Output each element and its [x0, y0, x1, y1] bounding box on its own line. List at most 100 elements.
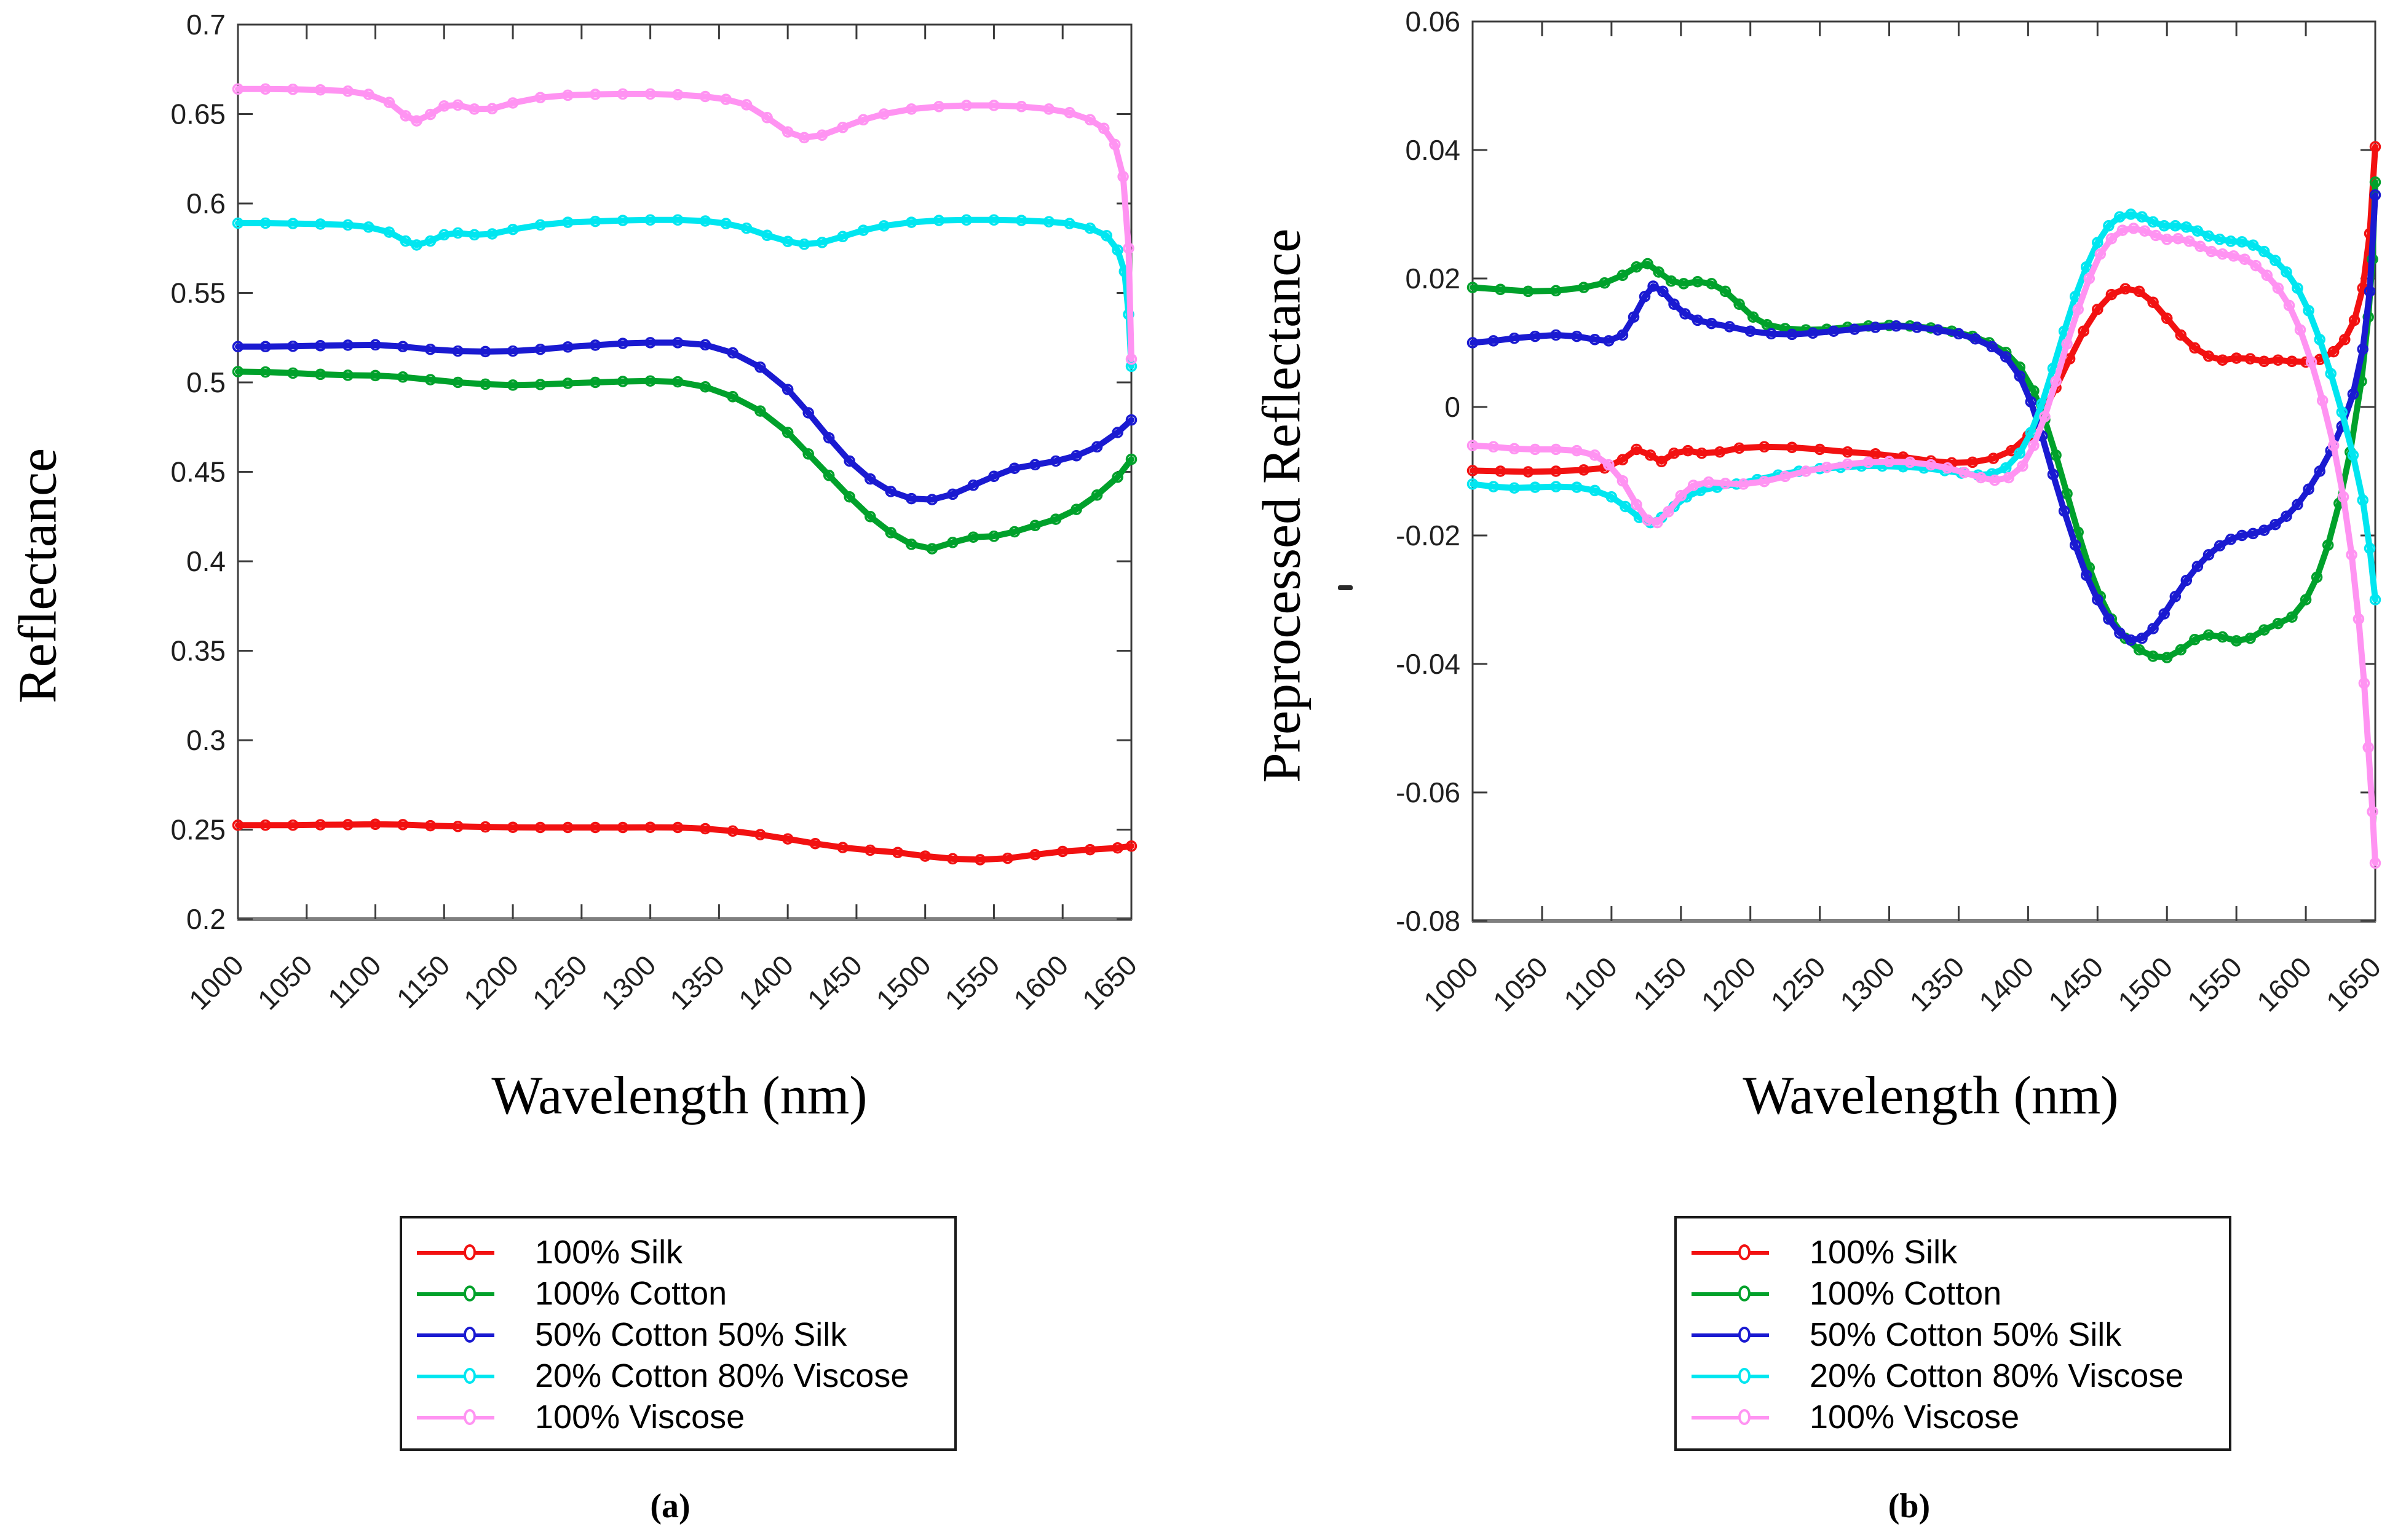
- panel-caption-b: (b): [1888, 1487, 1931, 1525]
- x-tick-label-b: 1050: [1487, 950, 1554, 1017]
- legend-label: 100% Silk: [1810, 1234, 1958, 1271]
- legend-item-100-silk: 100% Silk: [1689, 1234, 2217, 1271]
- y-tick-label-a: 0.6: [186, 188, 226, 219]
- x-tick-label-a: 1500: [870, 949, 937, 1016]
- x-tick-label-a: 1250: [526, 949, 593, 1016]
- silk-line-marker-icon: [414, 1234, 535, 1270]
- x-tick-label-b: 1100: [1557, 950, 1623, 1016]
- x-axis-label-wavelength-b: Wavelength (nm): [1743, 1066, 2119, 1126]
- cotton-line-marker-icon: [1689, 1276, 1810, 1311]
- legend-label: 50% Cotton 50% Silk: [1810, 1316, 2122, 1353]
- legend-label: 20% Cotton 80% Viscose: [535, 1357, 909, 1394]
- x-tick-label-a: 1050: [251, 949, 319, 1016]
- series-100-silk: [232, 818, 1138, 866]
- x-tick-label-a: 1200: [457, 949, 524, 1016]
- series-20-cotton-80-viscose: [1466, 208, 2381, 606]
- legend-label: 20% Cotton 80% Viscose: [1810, 1357, 2184, 1394]
- series-50-cotton-50-silk: [1466, 189, 2381, 646]
- x-axis-label-wavelength-a: Wavelength (nm): [491, 1066, 868, 1126]
- y-tick-label-b: 0: [1444, 391, 1460, 423]
- y-tick-label-a: 0.45: [170, 456, 226, 488]
- y-tick-label-b: -0.04: [1396, 648, 1460, 680]
- x-tick-label-b: 1650: [2320, 950, 2387, 1017]
- legend-item-20-cotton-80-viscose: 20% Cotton 80% Viscose: [1689, 1357, 2217, 1394]
- legend-label: 50% Cotton 50% Silk: [535, 1316, 847, 1353]
- x-tick-label-a: 1600: [1007, 949, 1074, 1016]
- y-tick-label-a: 0.7: [186, 9, 226, 41]
- y-tick-label-b: -0.02: [1396, 519, 1460, 551]
- series-100-cotton: [232, 366, 1138, 555]
- legend-item-50-cotton-50-silk: 50% Cotton 50% Silk: [1689, 1316, 2217, 1353]
- cotton-silk-line-marker-icon: [1689, 1317, 1810, 1352]
- x-tick-label-a: 1150: [390, 949, 456, 1014]
- y-tick-label-b: -0.08: [1396, 905, 1460, 937]
- series-100-cotton: [1466, 176, 2381, 663]
- legend-item-100-viscose: 100% Viscose: [1689, 1399, 2217, 1435]
- legend-item-100-viscose: 100% Viscose: [414, 1399, 942, 1435]
- x-tick-label-b: 1550: [2181, 950, 2248, 1017]
- series-50-cotton-50-silk: [232, 337, 1138, 505]
- legend-label: 100% Viscose: [1810, 1399, 2020, 1435]
- y-tick-label-b: 0.06: [1405, 6, 1460, 38]
- cotton-silk-line-marker-icon: [414, 1317, 535, 1352]
- x-tick-label-a: 1350: [663, 949, 730, 1016]
- x-tick-label-b: 1300: [1834, 950, 1901, 1017]
- x-tick-label-a: 1100: [322, 949, 387, 1014]
- legend-item-50-cotton-50-silk: 50% Cotton 50% Silk: [414, 1316, 942, 1353]
- legend-label: 100% Viscose: [535, 1399, 745, 1435]
- y-tick-label-b: 0.02: [1405, 263, 1460, 294]
- legend-item-100-silk: 100% Silk: [414, 1234, 942, 1271]
- cotton-viscose-line-marker-icon: [414, 1358, 535, 1394]
- y-tick-label-a: 0.65: [170, 98, 226, 130]
- legend-label: 100% Cotton: [535, 1275, 727, 1312]
- cotton-line-marker-icon: [414, 1276, 535, 1311]
- series-100-viscose: [232, 83, 1138, 365]
- x-tick-label-b: 1200: [1695, 950, 1762, 1017]
- x-tick-label-a: 1450: [801, 949, 868, 1016]
- y-axis-label-reflectance: Reflectance: [8, 448, 68, 704]
- chart-b: 1000 1050 1100 1150 1200 1250 1300 1350 1400 1450…: [1396, 6, 2387, 1017]
- legend-a: 100% Silk 100% Cotton 50% Cotton 50% Sil…: [400, 1216, 957, 1451]
- x-tick-label-a: 1000: [183, 949, 250, 1016]
- y-tick-label-a: 0.4: [186, 545, 226, 577]
- y-tick-label-a: 0.5: [186, 366, 226, 398]
- legend-label: 100% Cotton: [1810, 1275, 2002, 1312]
- series-20-cotton-80-viscose: [232, 214, 1138, 373]
- x-tick-label-b: 1350: [1903, 950, 1970, 1017]
- x-tick-label-b: 1250: [1765, 950, 1832, 1017]
- y-tick-label-a: 0.3: [186, 724, 226, 756]
- viscose-line-marker-icon: [414, 1399, 535, 1435]
- y-tick-label-b: 0.04: [1405, 134, 1460, 166]
- y-tick-label-a: 0.25: [170, 814, 226, 846]
- silk-line-marker-icon: [1689, 1234, 1810, 1270]
- stray-dash-artifact: [1338, 585, 1353, 590]
- x-tick-label-a: 1650: [1076, 949, 1143, 1016]
- y-tick-label-a: 0.2: [186, 903, 226, 935]
- x-tick-label-b: 1500: [2111, 950, 2178, 1017]
- legend-label: 100% Silk: [535, 1234, 683, 1271]
- x-tick-label-b: 1150: [1627, 950, 1693, 1016]
- x-tick-label-a: 1300: [595, 949, 662, 1016]
- x-tick-label-b: 1000: [1417, 950, 1484, 1017]
- x-tick-label-a: 1550: [938, 949, 1005, 1016]
- y-tick-label-a: 0.35: [170, 635, 226, 667]
- panel-caption-a: (a): [650, 1487, 691, 1525]
- legend-b: 100% Silk 100% Cotton 50% Cotton 50% Sil…: [1674, 1216, 2231, 1451]
- viscose-line-marker-icon: [1689, 1399, 1810, 1435]
- legend-item-100-cotton: 100% Cotton: [414, 1275, 942, 1312]
- x-tick-label-b: 1400: [1973, 950, 2040, 1017]
- series-100-viscose: [1466, 223, 2381, 869]
- cotton-viscose-line-marker-icon: [1689, 1358, 1810, 1394]
- y-tick-label-b: -0.06: [1396, 776, 1460, 808]
- y-axis-label-preprocessed-reflectance: Preprocessed Reflectance: [1252, 228, 1312, 783]
- x-tick-label-b: 1600: [2250, 950, 2317, 1017]
- legend-item-20-cotton-80-viscose: 20% Cotton 80% Viscose: [414, 1357, 942, 1394]
- series-100-silk: [1466, 141, 2381, 478]
- x-tick-label-b: 1450: [2042, 950, 2109, 1017]
- y-tick-label-a: 0.55: [170, 277, 226, 309]
- chart-a: 1000 1050 1100 1150 1200 1250 1300 1350 1400 1450…: [170, 9, 1143, 1016]
- x-tick-label-a: 1400: [732, 949, 799, 1016]
- legend-item-100-cotton: 100% Cotton: [1689, 1275, 2217, 1312]
